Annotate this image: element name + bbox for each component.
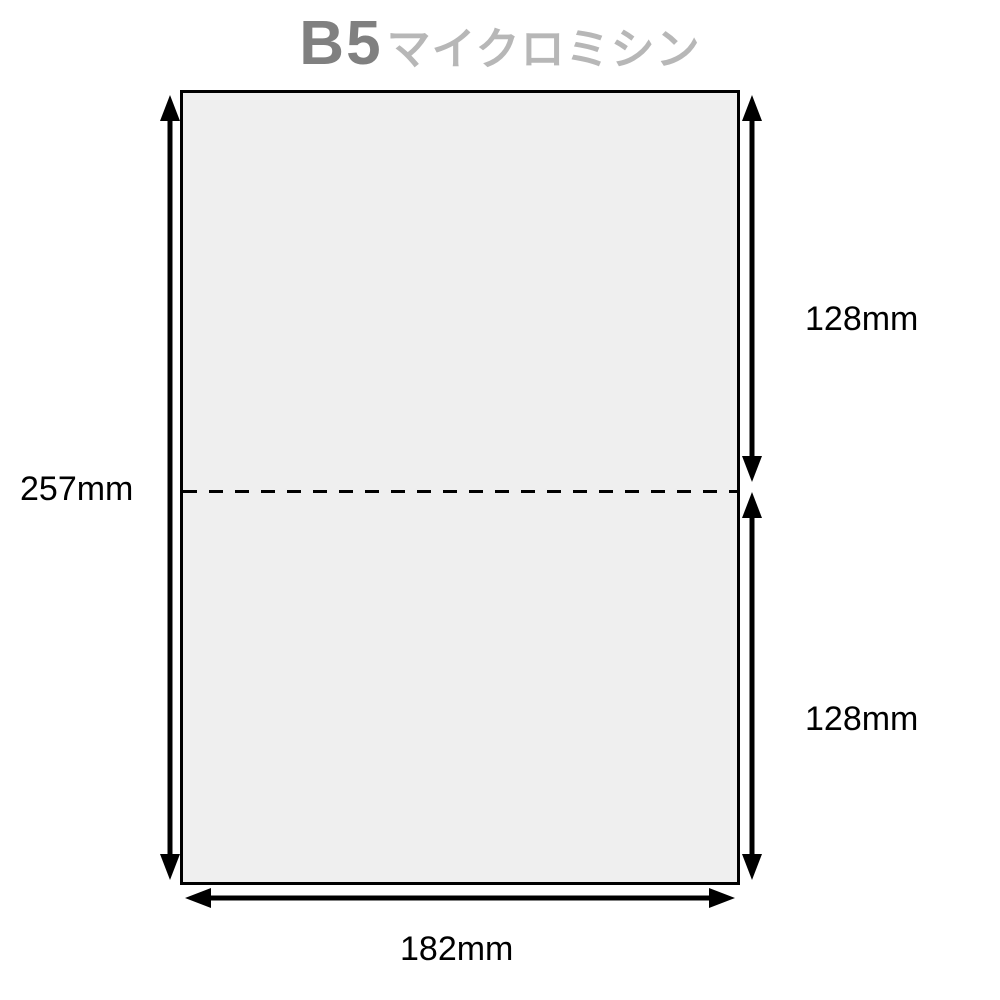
title: B5マイクロミシン (0, 8, 1000, 79)
paper-sheet (180, 90, 740, 885)
title-sub: マイクロミシン (387, 25, 701, 74)
label-half-upper: 128mm (805, 300, 918, 339)
label-width: 182mm (400, 930, 513, 969)
title-main: B5 (299, 9, 382, 78)
perforation-line (183, 490, 737, 493)
label-height-total: 257mm (20, 470, 133, 509)
label-half-lower: 128mm (805, 700, 918, 739)
